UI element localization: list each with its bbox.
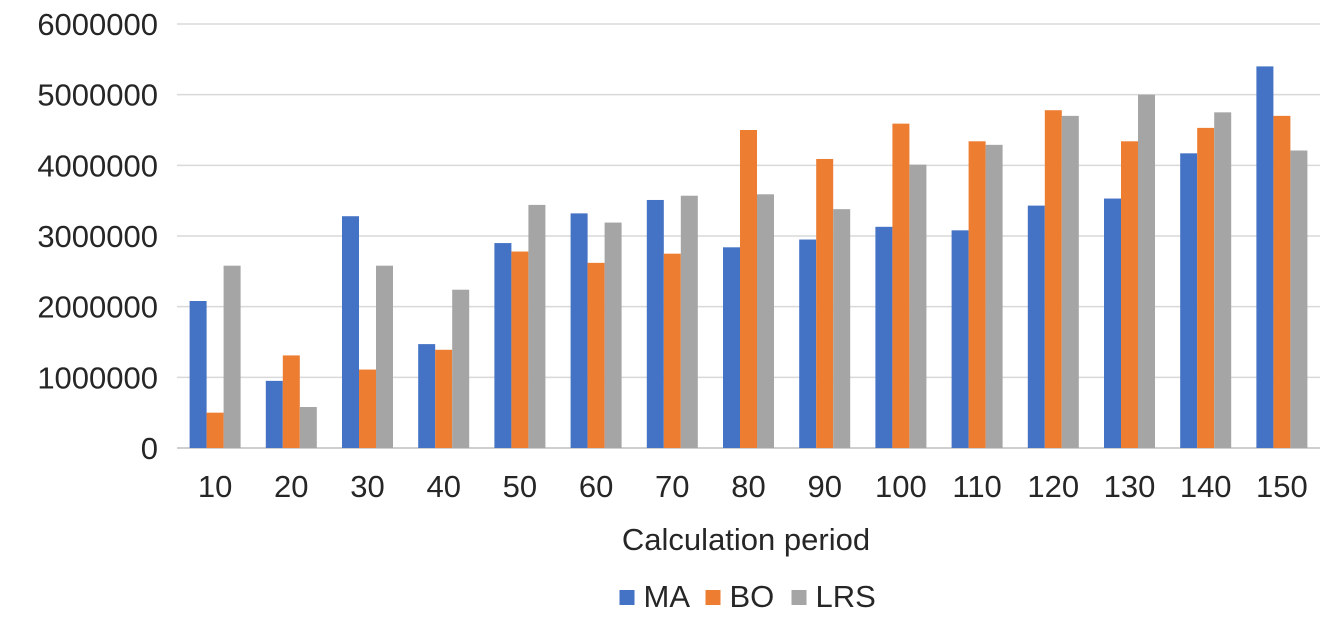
x-tick-label: 120 <box>1027 469 1079 504</box>
x-tick-label: 150 <box>1256 469 1308 504</box>
x-tick-label: 90 <box>807 469 841 504</box>
bar-lrs-100 <box>909 164 927 449</box>
bar-bo-80 <box>740 130 757 448</box>
y-tick-label: 3000000 <box>37 219 158 254</box>
bar-lrs-90 <box>833 209 851 448</box>
x-tick-label: 70 <box>655 469 689 504</box>
bar-bo-30 <box>359 369 376 448</box>
bar-ma-140 <box>1180 153 1198 448</box>
y-tick-label: 2000000 <box>37 290 158 325</box>
bar-bo-100 <box>892 123 910 448</box>
bar-lrs-70 <box>680 195 698 448</box>
bar-ma-10 <box>189 301 207 448</box>
bar-lrs-80 <box>757 194 774 448</box>
x-tick-label: 30 <box>350 469 384 504</box>
x-tick-label: 60 <box>579 469 613 504</box>
bar-bo-130 <box>1121 141 1138 448</box>
y-tick-label: 6000000 <box>37 7 158 42</box>
x-tick-label: 110 <box>952 469 1001 504</box>
bar-lrs-20 <box>299 407 317 448</box>
legend: MA BO LRS <box>619 579 876 614</box>
bar-bo-10 <box>206 412 224 448</box>
bar-bo-120 <box>1044 110 1062 449</box>
x-tick-label: 40 <box>426 469 460 504</box>
legend-swatch <box>619 590 635 605</box>
x-tick-label: 20 <box>274 469 308 504</box>
x-tick-label: 100 <box>875 469 927 504</box>
bar-bo-60 <box>587 262 605 448</box>
x-axis-title: Calculation period <box>622 522 870 557</box>
bar-lrs-50 <box>528 204 546 448</box>
bar-ma-40 <box>418 344 436 448</box>
bar-bo-20 <box>282 355 300 448</box>
bar-bo-70 <box>663 253 681 448</box>
bar-ma-130 <box>1104 198 1121 448</box>
x-tick-label: 50 <box>503 469 537 504</box>
y-tick-label: 0 <box>141 431 158 466</box>
bar-bo-50 <box>511 251 529 448</box>
bar-bo-90 <box>816 158 834 448</box>
bar-lrs-140 <box>1214 112 1232 448</box>
x-tick-label: 10 <box>198 469 232 504</box>
legend-swatch <box>791 590 807 605</box>
bar-ma-150 <box>1256 66 1274 449</box>
bar-ma-70 <box>646 199 664 448</box>
bar-bo-110 <box>968 141 986 448</box>
bar-lrs-110 <box>985 144 1003 448</box>
bar-ma-100 <box>875 226 893 448</box>
x-tick-label: 140 <box>1180 469 1232 504</box>
y-tick-label: 4000000 <box>37 148 158 183</box>
legend-swatch <box>705 590 721 605</box>
legend-item-bo: BO <box>705 579 775 614</box>
bar-bo-40 <box>435 349 453 448</box>
bar-ma-90 <box>799 239 817 448</box>
legend-item-lrs: LRS <box>791 579 876 614</box>
y-tick-label: 1000000 <box>37 360 158 395</box>
bar-lrs-150 <box>1290 150 1308 448</box>
bar-ma-50 <box>494 243 512 448</box>
bar-ma-80 <box>723 247 740 448</box>
bar-bo-150 <box>1273 115 1291 448</box>
y-tick-label: 5000000 <box>37 78 158 113</box>
legend-item-ma: MA <box>619 579 691 614</box>
legend-label: LRS <box>816 579 876 614</box>
x-tick-label: 80 <box>731 469 765 504</box>
bar-lrs-10 <box>223 265 241 448</box>
bar-lrs-30 <box>376 265 393 448</box>
bar-bo-140 <box>1197 127 1215 448</box>
bar-lrs-120 <box>1061 115 1079 448</box>
legend-label: BO <box>730 579 775 614</box>
x-axis-tick-labels: 10 20 30 40 50 60 70 80 90 100 110 120 130 140 150 <box>198 469 1308 504</box>
bar-ma-20 <box>265 380 283 448</box>
bar-lrs-60 <box>604 222 622 448</box>
bars <box>189 66 1308 449</box>
legend-label: MA <box>644 579 691 614</box>
bar-ma-110 <box>951 230 969 448</box>
bar-lrs-130 <box>1138 94 1155 449</box>
bar-ma-60 <box>570 213 588 448</box>
bar-ma-30 <box>342 216 359 448</box>
y-axis-tick-labels: 0 1000000 2000000 3000000 4000000 5000000 6000… <box>37 7 158 466</box>
x-tick-label: 130 <box>1104 469 1156 504</box>
bar-ma-120 <box>1027 205 1045 448</box>
bar-lrs-40 <box>452 289 470 448</box>
